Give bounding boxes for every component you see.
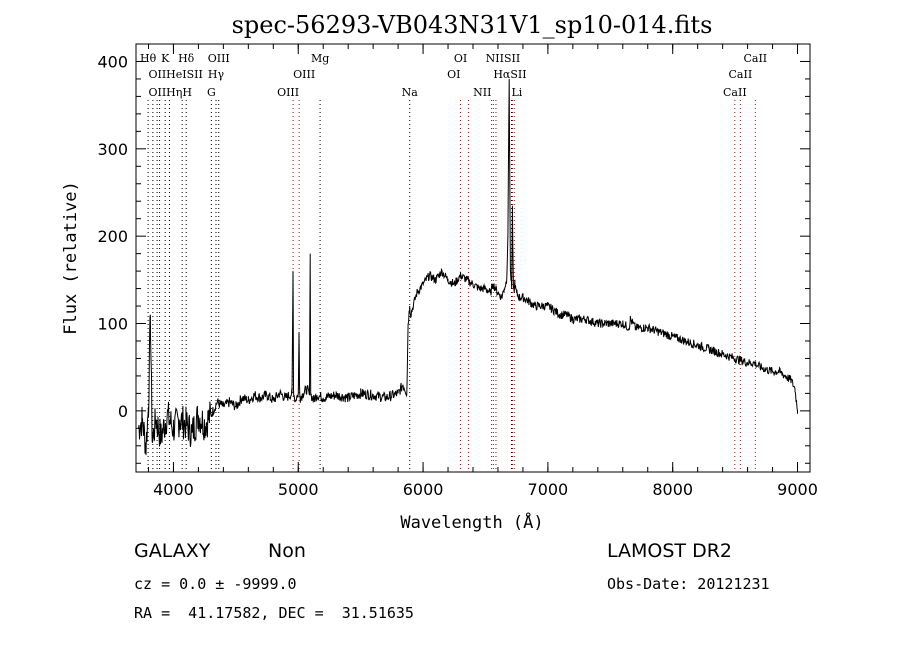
- observation-date: Obs-Date: 20121231: [607, 575, 770, 593]
- line-label: OIIHeISII: [148, 68, 202, 81]
- line-label: OI: [447, 68, 460, 81]
- line-label: Mg: [311, 52, 329, 65]
- line-label: CaII: [729, 68, 753, 81]
- line-label: Li: [511, 86, 522, 99]
- line-label: CaII: [723, 86, 747, 99]
- line-label: Hθ: [140, 52, 157, 65]
- line-label: OIII: [277, 86, 299, 99]
- spectrum: [138, 78, 798, 456]
- x-axis-label: Wavelength (Å): [400, 511, 543, 533]
- line-label: NIISII: [486, 52, 521, 65]
- spectrum-line: [138, 78, 798, 456]
- x-tick-label: 6000: [403, 480, 444, 499]
- line-label: NII: [473, 86, 491, 99]
- line-label: K: [161, 52, 170, 65]
- x-tick-label: 7000: [528, 480, 569, 499]
- y-tick-label: 300: [97, 140, 128, 159]
- x-tick-label: 4000: [153, 480, 194, 499]
- y-axis-label: Flux (relative): [61, 181, 81, 335]
- x-tick-label: 5000: [278, 480, 319, 499]
- line-label: OIIHηH: [148, 86, 191, 99]
- line-label: CaII: [743, 52, 767, 65]
- line-label: OI: [454, 52, 467, 65]
- axis-ticks: 4000 5000 6000 7000 8000 9000 0 100 200 300 400: [97, 44, 818, 499]
- line-label: Hγ: [208, 68, 225, 81]
- line-label: OIII: [208, 52, 230, 65]
- line-label: G: [207, 86, 216, 99]
- y-tick-label: 200: [97, 227, 128, 246]
- object-class: GALAXY: [134, 540, 211, 562]
- line-label: HαSII: [493, 68, 526, 81]
- y-tick-label: 400: [97, 52, 128, 71]
- x-tick-label: 9000: [777, 480, 818, 499]
- redshift-value: cz = 0.0 ± -9999.0: [134, 575, 297, 593]
- chart-title: spec-56293-VB043N31V1_sp10-014.fits: [232, 11, 713, 39]
- line-label: Hδ: [178, 52, 195, 65]
- line-label: Na: [402, 86, 419, 99]
- x-tick-label: 8000: [652, 480, 693, 499]
- y-tick-label: 0: [118, 402, 128, 421]
- coordinates: RA = 41.17582, DEC = 31.51635: [134, 604, 414, 622]
- object-subclass: Non: [268, 540, 306, 562]
- line-labels: Hθ K Hδ Mg OI NIISII CaII OIII OIIHeISII Hγ OIII OI…: [140, 52, 767, 99]
- line-label: OIII: [293, 68, 315, 81]
- y-tick-label: 100: [97, 315, 128, 334]
- survey-name: LAMOST DR2: [607, 540, 732, 562]
